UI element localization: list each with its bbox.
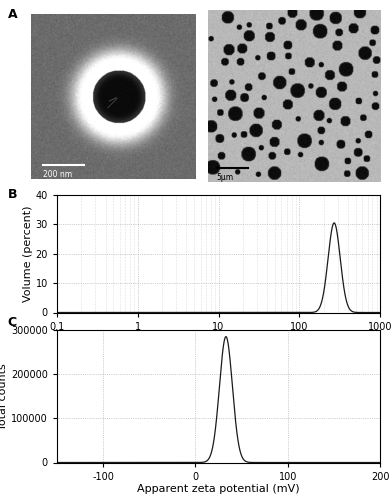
X-axis label: Apparent zeta potential (mV): Apparent zeta potential (mV) (137, 484, 300, 494)
Text: C: C (8, 316, 17, 329)
Text: 200 nm: 200 nm (43, 170, 72, 178)
Y-axis label: Total counts: Total counts (0, 363, 8, 430)
X-axis label: Size (d.nm): Size (d.nm) (187, 334, 250, 344)
Text: A: A (8, 8, 18, 20)
Text: 5μm: 5μm (217, 173, 234, 182)
Text: B: B (8, 188, 17, 200)
Y-axis label: Volume (percent): Volume (percent) (23, 206, 33, 302)
